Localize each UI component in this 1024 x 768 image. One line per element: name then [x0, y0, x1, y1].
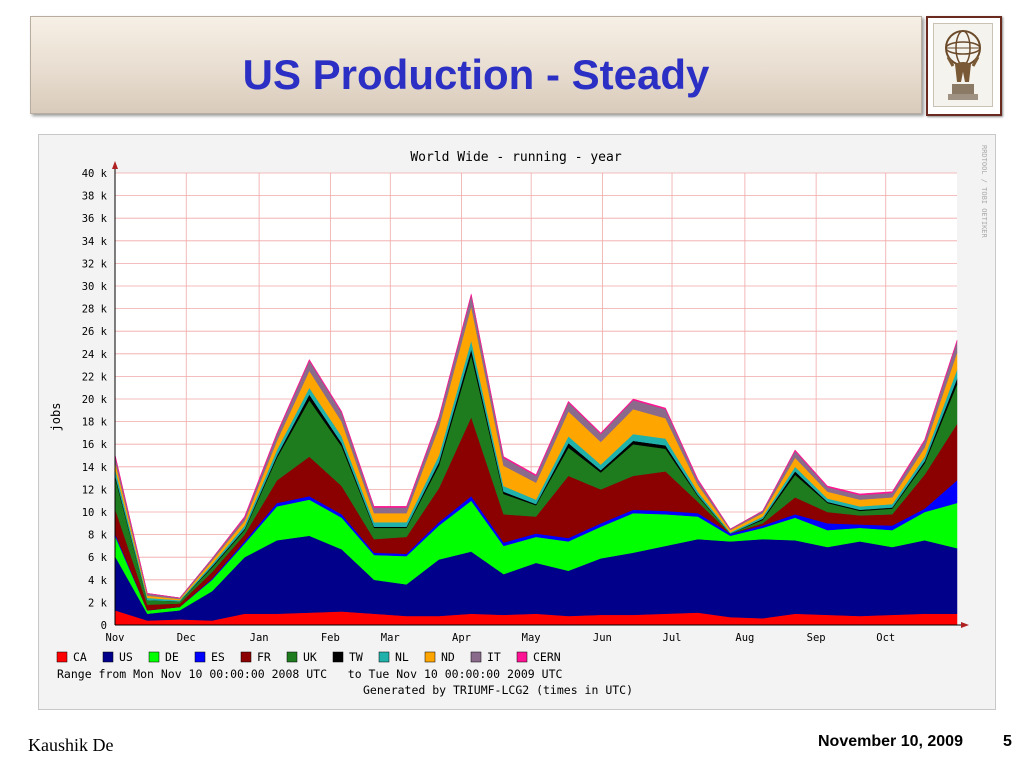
y-tick-label: 6 k — [88, 552, 108, 564]
chart-svg: World Wide - running - year jobs RRDTOOL… — [49, 145, 988, 697]
y-tick-label: 14 k — [82, 462, 108, 474]
chart-title: World Wide - running - year — [410, 150, 621, 165]
legend-label: IT — [487, 650, 501, 664]
legend-label: CERN — [533, 650, 561, 664]
legend-item-nl: NL — [378, 650, 409, 664]
legend-item-it: IT — [470, 650, 501, 664]
legend-item-de: DE — [148, 650, 179, 664]
legend-swatch — [102, 651, 114, 663]
legend-item-uk: UK — [286, 650, 317, 664]
y-tick-label: 22 k — [82, 371, 108, 383]
y-tick-label: 16 k — [82, 439, 108, 451]
x-tick-label: Jan — [250, 632, 269, 644]
legend-label: UK — [303, 650, 317, 664]
legend-swatch — [56, 651, 68, 663]
x-tick-label: Jul — [663, 632, 682, 644]
x-tick-label: Sep — [807, 632, 826, 644]
y-tick-label: 26 k — [82, 326, 108, 338]
x-axis-arrow — [961, 622, 969, 628]
x-tick-label: Jun — [593, 632, 612, 644]
logo-frame — [933, 23, 993, 107]
x-tick-label: May — [522, 632, 541, 644]
legend-swatch — [378, 651, 390, 663]
legend-item-nd: ND — [424, 650, 455, 664]
y-tick-label: 4 k — [88, 575, 108, 587]
y-tick-label: 32 k — [82, 258, 108, 270]
y-tick-label: 0 — [101, 620, 107, 632]
x-tick-label: Aug — [735, 632, 754, 644]
y-tick-label: 10 k — [82, 507, 108, 519]
range-text: Range from Mon Nov 10 00:00:00 2008 UTC … — [57, 667, 562, 681]
y-tick-label: 28 k — [82, 304, 108, 316]
series-area-cern — [114, 293, 958, 599]
legend-item-cern: CERN — [516, 650, 561, 664]
title-bar: US Production - Steady — [30, 16, 922, 114]
legend-swatch — [240, 651, 252, 663]
legend: CA US DE ES FR UK TW NL ND IT CERN — [56, 650, 561, 664]
legend-label: FR — [257, 650, 271, 664]
legend-swatch — [148, 651, 160, 663]
legend-label: DE — [165, 650, 179, 664]
legend-label: US — [119, 650, 133, 664]
legend-swatch — [286, 651, 298, 663]
legend-item-es: ES — [194, 650, 225, 664]
y-tick-label: 20 k — [82, 394, 108, 406]
legend-label: CA — [73, 650, 87, 664]
legend-item-tw: TW — [332, 650, 363, 664]
axes — [112, 161, 969, 628]
legend-label: ND — [441, 650, 455, 664]
legend-swatch — [332, 651, 344, 663]
legend-label: NL — [395, 650, 409, 664]
x-tick-label: Apr — [452, 632, 471, 644]
y-tick-label: 40 k — [82, 168, 108, 180]
y-tick-label: 12 k — [82, 484, 108, 496]
x-tick-label: Oct — [876, 632, 895, 644]
legend-label: TW — [349, 650, 363, 664]
legend-swatch — [516, 651, 528, 663]
atlas-logo — [926, 16, 1002, 116]
atlas-figure-icon — [945, 30, 981, 100]
y-axis-label: jobs — [49, 403, 63, 432]
y-tick-label: 36 k — [82, 213, 108, 225]
legend-label: ES — [211, 650, 225, 664]
legend-swatch — [424, 651, 436, 663]
legend-swatch — [470, 651, 482, 663]
stacked-areas — [114, 293, 958, 626]
y-tick-label: 24 k — [82, 349, 108, 361]
legend-item-fr: FR — [240, 650, 271, 664]
legend-swatch — [194, 651, 206, 663]
slide-title: US Production - Steady — [242, 51, 710, 98]
chart-frame: World Wide - running - year jobs RRDTOOL… — [38, 134, 996, 710]
y-tick-label: 18 k — [82, 417, 108, 429]
y-tick-label: 2 k — [88, 597, 108, 609]
x-tick-label: Mar — [381, 632, 400, 644]
x-tick-label: Dec — [177, 632, 196, 644]
x-tick-label: Feb — [321, 632, 340, 644]
rrdtool-credit: RRDTOOL / TOBI OETIKER — [980, 145, 988, 239]
footer-author: Kaushik De — [28, 735, 114, 755]
y-tick-label: 8 k — [88, 530, 108, 542]
page-number: 5 — [1003, 733, 1012, 750]
x-tick-label: Nov — [106, 632, 125, 644]
y-tick-label: 34 k — [82, 236, 108, 248]
y-axis-arrow — [112, 161, 118, 169]
y-tick-label: 38 k — [82, 191, 108, 203]
footer-date: November 10, 2009 — [818, 733, 963, 750]
legend-item-us: US — [102, 650, 133, 664]
y-tick-label: 30 k — [82, 281, 108, 293]
legend-item-ca: CA — [56, 650, 87, 664]
generated-text: Generated by TRIUMF-LCG2 (times in UTC) — [363, 683, 633, 697]
